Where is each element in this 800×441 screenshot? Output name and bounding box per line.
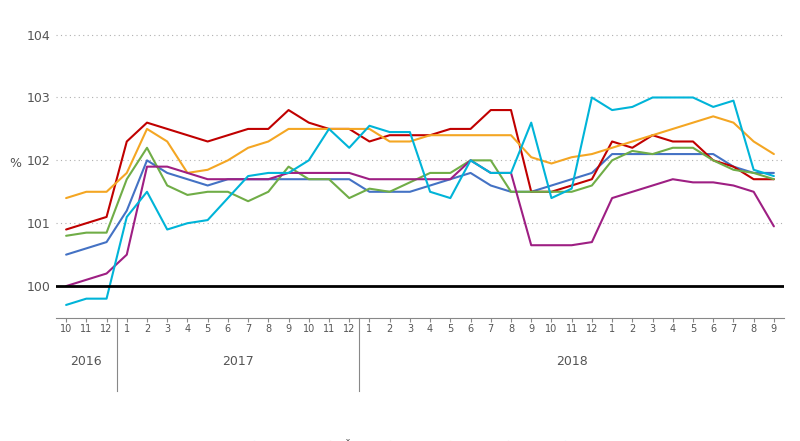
Y-axis label: %: % <box>10 157 22 170</box>
Text: 2016: 2016 <box>70 355 102 368</box>
Text: 2017: 2017 <box>222 355 254 368</box>
Legend: EU28, ČR, DE, AT, PL, SK: EU28, ČR, DE, AT, PL, SK <box>242 436 598 441</box>
Text: 2018: 2018 <box>556 355 587 368</box>
